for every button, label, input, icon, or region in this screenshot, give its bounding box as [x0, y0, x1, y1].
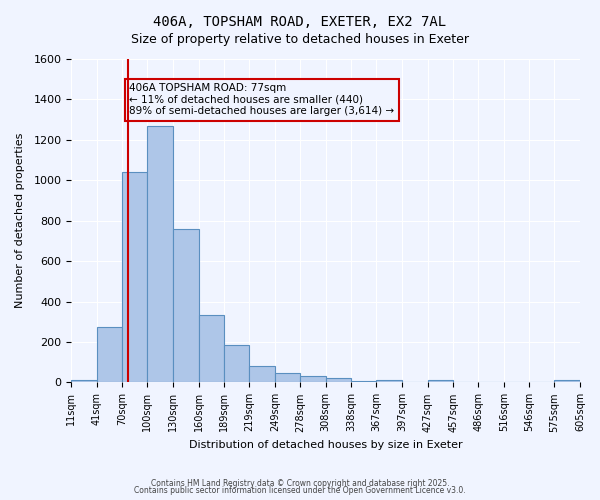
- Bar: [376, 380, 402, 382]
- Bar: [148, 126, 173, 382]
- Bar: [554, 380, 580, 382]
- Text: Size of property relative to detached houses in Exeter: Size of property relative to detached ho…: [131, 32, 469, 46]
- Bar: [428, 380, 453, 382]
- Bar: [71, 380, 97, 382]
- Bar: [326, 378, 351, 382]
- Text: Contains HM Land Registry data © Crown copyright and database right 2025.: Contains HM Land Registry data © Crown c…: [151, 478, 449, 488]
- Text: Contains public sector information licensed under the Open Government Licence v3: Contains public sector information licen…: [134, 486, 466, 495]
- Bar: [173, 229, 199, 382]
- Bar: [199, 314, 224, 382]
- Y-axis label: Number of detached properties: Number of detached properties: [15, 133, 25, 308]
- Text: 406A, TOPSHAM ROAD, EXETER, EX2 7AL: 406A, TOPSHAM ROAD, EXETER, EX2 7AL: [154, 15, 446, 29]
- Bar: [300, 376, 326, 382]
- Text: 406A TOPSHAM ROAD: 77sqm
← 11% of detached houses are smaller (440)
89% of semi-: 406A TOPSHAM ROAD: 77sqm ← 11% of detach…: [130, 84, 395, 116]
- Bar: [224, 345, 250, 383]
- Bar: [275, 374, 300, 382]
- Bar: [122, 172, 148, 382]
- Bar: [97, 327, 122, 382]
- Bar: [250, 366, 275, 382]
- X-axis label: Distribution of detached houses by size in Exeter: Distribution of detached houses by size …: [189, 440, 463, 450]
